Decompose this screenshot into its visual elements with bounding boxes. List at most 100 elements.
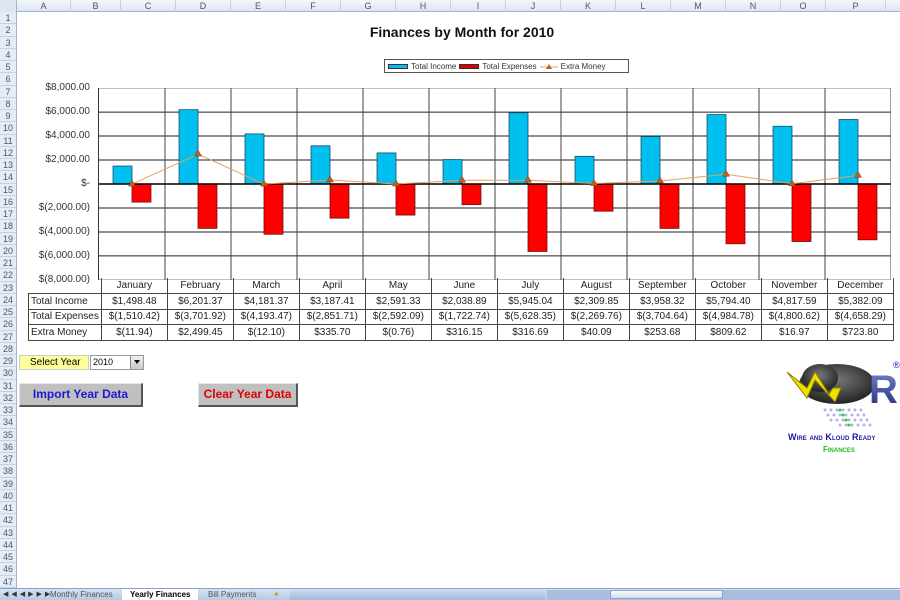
row-header[interactable]: 36 (0, 441, 16, 453)
column-header[interactable]: D (176, 0, 231, 12)
expense-bar[interactable] (395, 183, 416, 216)
row-header[interactable]: 33 (0, 404, 16, 417)
income-bar[interactable] (640, 136, 661, 185)
dropdown-arrow-icon[interactable] (130, 356, 143, 369)
expense-bar[interactable] (659, 183, 680, 229)
row-header[interactable]: 14 (0, 171, 16, 184)
column-header[interactable]: O (781, 0, 826, 12)
row-header[interactable]: 4 (0, 49, 16, 61)
row-header[interactable]: 15 (0, 184, 16, 196)
row-header[interactable]: 7 (0, 86, 16, 98)
row-header[interactable]: 12 (0, 147, 16, 159)
income-bar[interactable] (706, 114, 727, 185)
chart[interactable]: Finances by Month for 2010 Total Income … (24, 14, 900, 344)
income-bar[interactable] (838, 119, 859, 185)
scrollbar-thumb[interactable] (610, 590, 723, 599)
row-header[interactable]: 27 (0, 331, 16, 343)
column-header[interactable]: I (451, 0, 506, 12)
row-header[interactable]: 38 (0, 465, 16, 478)
sheet-nav-arrows-icon[interactable]: ◀◀◀▶▶▶ (3, 591, 54, 598)
expense-bar[interactable] (461, 183, 482, 206)
row-header[interactable]: 45 (0, 551, 16, 564)
row-header[interactable]: 37 (0, 453, 16, 466)
row-header[interactable]: 25 (0, 306, 16, 319)
tab-splitter[interactable] (290, 590, 545, 600)
column-header[interactable]: B (71, 0, 121, 12)
row-header[interactable]: 20 (0, 245, 16, 257)
sheet-tab-bill-payments[interactable]: Bill Payments (208, 590, 257, 599)
row-header[interactable]: 19 (0, 233, 16, 245)
income-bar[interactable] (310, 145, 331, 185)
row-header[interactable]: 26 (0, 318, 16, 331)
expense-bar[interactable] (593, 183, 614, 212)
row-header[interactable]: 32 (0, 392, 16, 404)
income-bar[interactable] (178, 109, 199, 185)
clear-year-data-button[interactable]: Clear Year Data (198, 383, 298, 407)
income-bar[interactable] (376, 152, 397, 185)
column-header[interactable]: N (726, 0, 781, 12)
column-header[interactable]: P (826, 0, 886, 12)
expense-bar[interactable] (725, 183, 746, 245)
row-header[interactable]: 46 (0, 563, 16, 576)
column-header[interactable]: H (396, 0, 451, 12)
column-header[interactable]: C (121, 0, 176, 12)
year-dropdown[interactable]: 2010 (90, 355, 144, 370)
row-header[interactable]: 9 (0, 110, 16, 123)
column-header[interactable]: L (616, 0, 671, 12)
row-header[interactable]: 34 (0, 416, 16, 429)
column-header[interactable]: A (17, 0, 71, 12)
income-bar[interactable] (574, 155, 595, 185)
row-header[interactable]: 44 (0, 539, 16, 551)
row-header[interactable]: 8 (0, 98, 16, 110)
row-header[interactable]: 2 (0, 24, 16, 37)
row-header[interactable]: 47 (0, 576, 16, 588)
row-header[interactable]: 42 (0, 514, 16, 527)
row-header[interactable]: 5 (0, 61, 16, 74)
select-all-corner[interactable] (0, 0, 17, 12)
horizontal-scrollbar[interactable] (547, 590, 900, 600)
row-header[interactable]: 24 (0, 294, 16, 306)
column-header[interactable]: J (506, 0, 561, 12)
row-header[interactable]: 11 (0, 135, 16, 147)
column-header[interactable]: E (231, 0, 286, 12)
expense-bar[interactable] (131, 183, 152, 203)
expense-bar[interactable] (263, 183, 284, 235)
expense-bar[interactable] (857, 183, 878, 241)
row-header[interactable]: 30 (0, 367, 16, 380)
row-header[interactable]: 28 (0, 343, 16, 355)
sheet-tab-monthly-finances[interactable]: Monthly Finances (50, 590, 113, 599)
row-header[interactable]: 17 (0, 208, 16, 221)
column-header[interactable]: K (561, 0, 616, 12)
row-header[interactable]: 16 (0, 196, 16, 208)
row-header[interactable]: 40 (0, 490, 16, 502)
row-header[interactable]: 31 (0, 380, 16, 392)
column-header[interactable]: G (341, 0, 396, 12)
row-header[interactable]: 21 (0, 257, 16, 270)
expense-bar[interactable] (197, 183, 218, 229)
row-header[interactable]: 3 (0, 37, 16, 49)
sheet-tab-yearly-finances[interactable]: Yearly Finances (122, 589, 199, 600)
import-year-data-button[interactable]: Import Year Data (19, 383, 143, 407)
row-header[interactable]: 29 (0, 355, 16, 368)
insert-sheet-icon[interactable]: ✦ (273, 590, 280, 599)
expense-bar[interactable] (791, 183, 812, 242)
column-header[interactable]: F (286, 0, 341, 12)
extra-money-line[interactable] (131, 153, 859, 185)
column-header[interactable]: M (671, 0, 726, 12)
income-bar[interactable] (508, 112, 529, 185)
row-header[interactable]: 43 (0, 527, 16, 539)
income-bar[interactable] (772, 125, 793, 185)
expense-bar[interactable] (527, 183, 548, 252)
row-header[interactable]: 6 (0, 73, 16, 86)
row-header[interactable]: 35 (0, 429, 16, 441)
row-header[interactable]: 41 (0, 502, 16, 515)
row-header[interactable]: 18 (0, 220, 16, 233)
row-header[interactable]: 23 (0, 282, 16, 294)
expense-bar[interactable] (329, 183, 350, 219)
row-header[interactable]: 10 (0, 122, 16, 135)
income-bar[interactable] (112, 165, 133, 185)
row-header[interactable]: 22 (0, 269, 16, 282)
row-header[interactable]: 1 (0, 12, 16, 25)
row-header[interactable]: 39 (0, 478, 16, 490)
row-header[interactable]: 13 (0, 159, 16, 172)
